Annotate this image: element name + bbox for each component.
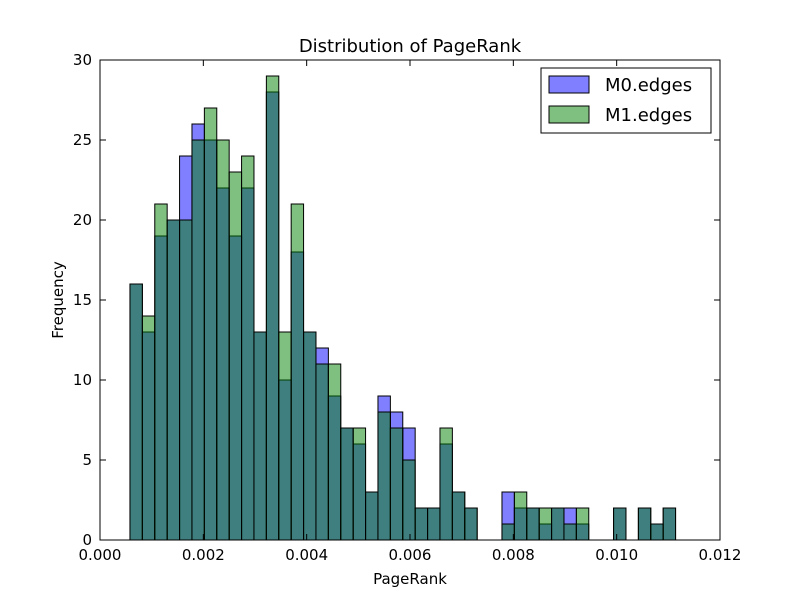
chart-title: Distribution of PageRank — [299, 36, 522, 57]
legend-swatch-m1-edges — [548, 105, 590, 124]
bar-m1-edges — [290, 203, 305, 541]
bar-m1-edges — [563, 523, 577, 541]
bar-m1-edges — [340, 427, 354, 541]
legend-label-m1-edges: M1.edges — [605, 105, 692, 126]
bar-m1-edges — [662, 507, 677, 541]
bar-m1-edges — [613, 507, 627, 541]
bar-m1-edges — [451, 491, 466, 541]
bar-m1-edges — [203, 107, 218, 541]
bar-m1-edges — [538, 507, 553, 541]
bar-m1-edges — [439, 427, 453, 541]
bar-m1-edges — [141, 315, 156, 541]
bar-m1-edges — [241, 155, 255, 541]
bar-m1-edges — [154, 203, 168, 541]
bar-m1-edges — [303, 331, 317, 541]
x-axis-label: PageRank — [373, 570, 447, 588]
bar-m1-edges — [513, 491, 528, 541]
x-tick-label: 0.006 — [389, 546, 432, 564]
bar-m1-edges — [551, 507, 565, 541]
bar-m1-edges — [637, 507, 652, 541]
bar-m1-edges — [650, 523, 664, 541]
bar-m1-edges — [253, 331, 267, 541]
y-tick-label: 20 — [73, 211, 92, 229]
bar-m1-edges — [402, 459, 416, 541]
bar-m1-edges — [265, 75, 280, 541]
x-tick-label: 0.002 — [182, 546, 225, 564]
y-tick-label: 5 — [82, 451, 92, 469]
bar-m1-edges — [377, 411, 391, 541]
bar-m1-edges — [427, 507, 441, 541]
bar-m1-edges — [575, 507, 590, 541]
bar-m1-edges — [166, 219, 181, 541]
x-tick-label: 0.004 — [285, 546, 328, 564]
bar-m1-edges — [389, 427, 404, 541]
bar-m1-edges — [216, 139, 230, 541]
bar-m1-edges — [327, 363, 342, 541]
bar-m1-edges — [414, 507, 429, 541]
y-tick-label: 0 — [82, 531, 92, 549]
plot-frame — [99, 59, 721, 541]
bar-m1-edges — [464, 507, 478, 541]
bar-m1-edges — [228, 171, 243, 541]
y-tick-label: 15 — [73, 291, 92, 309]
bar-m1-edges — [365, 491, 379, 541]
y-tick-label: 10 — [73, 371, 92, 389]
ticks-layer: 0.000 0.002 0.004 0.006 0.008 0.010 0.012 0 5 10 1… — [73, 51, 742, 564]
bar-m1-edges — [315, 363, 329, 541]
bar-m1-edges — [526, 507, 540, 541]
y-tick-label: 30 — [73, 51, 92, 69]
y-tick-label: 25 — [73, 131, 92, 149]
legend-swatch-m0-edges — [548, 75, 590, 94]
y-axis-label: Frequency — [49, 261, 67, 339]
x-tick-label: 0.000 — [79, 546, 122, 564]
bar-m1-edges — [179, 219, 193, 541]
bar-m1-edges — [352, 427, 367, 541]
legend-label-m0-edges: M0.edges — [605, 75, 692, 96]
x-tick-label: 0.008 — [492, 546, 535, 564]
bar-m1-edges — [191, 139, 205, 541]
legend: M0.edges M1.edges — [540, 67, 712, 134]
x-tick-label: 0.012 — [699, 546, 742, 564]
bar-m1-edges — [129, 283, 143, 541]
x-tick-label: 0.010 — [595, 546, 638, 564]
bar-m1-edges — [278, 331, 292, 541]
bar-m1-edges — [501, 523, 515, 541]
